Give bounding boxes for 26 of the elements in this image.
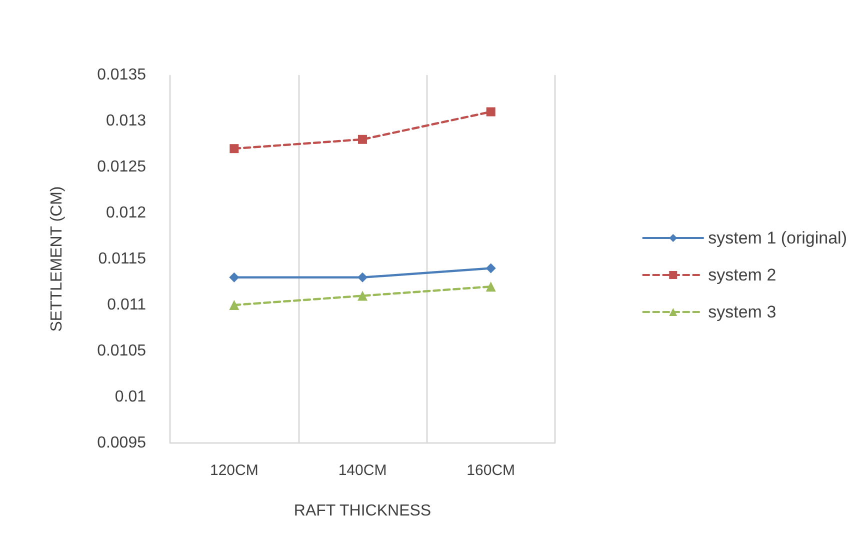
y-tick-label: 0.0135 — [97, 66, 146, 84]
point — [486, 282, 496, 292]
y-tick-label: 0.0125 — [97, 158, 146, 176]
y-tick-label: 0.0115 — [98, 250, 146, 268]
legend-label: system 2 — [708, 266, 776, 284]
y-tick-label: 0.013 — [106, 112, 146, 130]
y-axis-title: SETTLEMENT (CM) — [48, 186, 66, 332]
x-axis-title: RAFT THICKNESS — [294, 502, 432, 520]
point — [230, 144, 239, 154]
point — [486, 263, 496, 274]
point — [358, 290, 368, 301]
point — [229, 300, 240, 310]
y-tick-label: 0.01 — [114, 388, 146, 406]
point — [358, 272, 368, 282]
y-tick-label: 0.0105 — [97, 342, 146, 360]
x-tick-label: 120CM — [210, 462, 258, 479]
x-tick-label: 160CM — [466, 462, 516, 479]
legend-label: system 1 (original) — [708, 228, 848, 248]
y-tick-label: 0.011 — [107, 296, 146, 314]
point — [486, 107, 496, 116]
legend-label: system 3 — [708, 302, 776, 322]
y-tick-label: 0.0095 — [97, 434, 146, 452]
x-tick-label: 140CM — [338, 462, 387, 479]
y-tick-label: 0.012 — [106, 204, 146, 222]
point — [229, 272, 240, 282]
point — [358, 134, 367, 144]
